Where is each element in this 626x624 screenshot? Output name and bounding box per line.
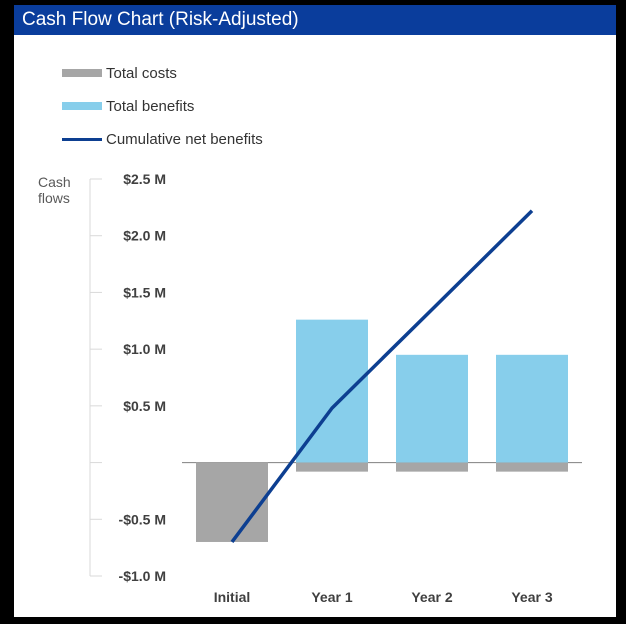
title-bar: Cash Flow Chart (Risk-Adjusted) [14,5,616,35]
cost-bar [196,462,268,542]
chart-title: Cash Flow Chart (Risk-Adjusted) [22,9,299,30]
cost-bar [296,462,368,472]
legend-swatch-costs [62,69,102,77]
y-tick-label: $1.0 M [123,341,166,357]
y-tick-label: $2.0 M [123,228,166,244]
legend-swatch-benefits [62,102,102,110]
y-axis-title-line2: flows [38,190,70,206]
y-axis-title-line1: Cash [38,174,71,190]
legend-item-total-benefits: Total benefits [62,96,194,116]
benefit-bar [496,354,568,463]
legend-item-total-costs: Total costs [62,63,177,83]
cash-flow-chart: Cash flows $2.5 M $2.0 M $1.5 M $1.0 M $0.5 … [38,171,582,605]
x-tick-label: Year 2 [411,589,452,605]
legend-label-costs: Total costs [106,64,177,82]
y-tick-label: $2.5 M [123,171,166,187]
legend-item-cumulative: Cumulative net benefits [62,129,263,149]
cumulative-net-benefits-line [230,209,534,544]
benefit-bar [396,354,468,463]
legend-swatch-cumulative [62,137,102,141]
cost-bar [496,462,568,472]
y-tick-label: $0.5 M [123,398,166,414]
legend-label-benefits: Total benefits [106,97,195,115]
y-tick-label: $1.5 M [123,284,166,300]
y-tick-label: -$1.0 M [119,568,166,584]
y-tick-label: -$0.5 M [119,511,166,527]
cost-bar [396,462,468,472]
x-tick-label: Year 3 [511,589,552,605]
chart-panel: Cash Flow Chart (Risk-Adjusted) Total co… [14,5,616,617]
legend-label-cumulative: Cumulative net benefits [106,130,263,148]
x-tick-label: Year 1 [311,589,352,605]
x-tick-label: Initial [214,589,251,605]
